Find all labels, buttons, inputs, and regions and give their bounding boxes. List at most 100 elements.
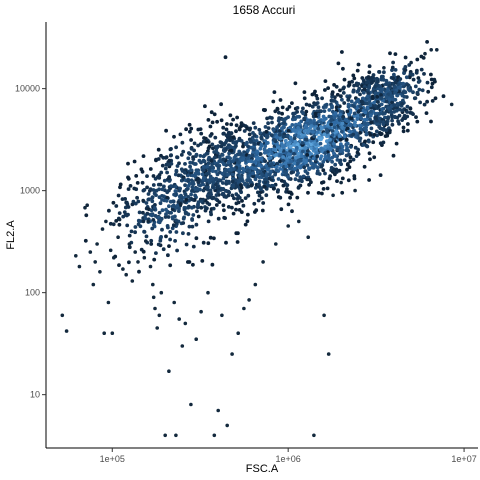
density-point [316,112,321,117]
density-point [332,142,336,146]
density-point [345,167,349,172]
data-point [64,329,69,333]
density-point [338,88,342,93]
density-point [263,144,268,149]
density-point [383,115,387,120]
density-point [274,164,279,169]
density-point [231,167,236,171]
density-point [388,51,392,56]
density-point [273,172,277,177]
density-point [295,106,300,110]
density-point [425,99,429,104]
density-point [390,65,395,70]
density-point [190,188,195,193]
density-point [174,230,179,234]
density-point [384,82,388,86]
density-point [301,149,305,154]
density-point [164,234,168,239]
density-point [312,121,317,126]
density-point [139,167,144,172]
density-point [137,269,141,274]
data-point [88,250,93,254]
density-point [136,199,141,204]
density-point [305,177,310,182]
density-point [259,186,263,191]
density-point [361,96,366,101]
density-point [367,151,372,156]
density-point [378,84,382,89]
density-point [188,160,193,165]
density-point [417,87,422,92]
density-point [205,164,210,169]
density-point [424,111,429,115]
density-point [341,66,345,71]
data-point [133,250,137,254]
density-point [305,149,310,153]
density-point [381,112,385,116]
density-point [266,126,271,130]
density-point [304,109,309,114]
density-point [305,153,310,157]
density-point [244,142,248,147]
density-point [347,152,351,157]
data-point [124,272,128,277]
density-point [293,177,298,182]
density-point [126,205,131,209]
density-point [248,180,253,185]
density-point [249,183,254,188]
density-point [220,153,225,157]
density-point [193,193,198,198]
density-point [251,121,256,125]
density-point [246,168,250,173]
density-point [364,117,369,122]
density-point [251,171,255,176]
data-point [286,224,291,228]
density-point [316,105,321,110]
density-point [429,119,433,124]
density-point [160,187,165,192]
density-point [314,142,318,147]
density-point [224,240,228,245]
density-point [171,223,176,228]
density-point [288,144,293,149]
density-point [233,153,238,158]
density-point [179,167,184,172]
density-point [295,195,300,200]
density-point [302,90,307,94]
density-point [231,159,235,164]
x-tick-label: 1e+07 [451,454,476,464]
density-point [178,202,183,207]
density-point [122,210,127,215]
density-point [340,121,345,126]
density-point [193,162,198,166]
density-point [317,172,322,176]
density-point [257,193,262,198]
data-point [236,331,240,336]
density-point [180,140,185,145]
density-point [224,147,228,152]
data-point [216,408,220,413]
density-point [414,70,419,75]
density-point [230,172,235,177]
density-point [232,140,237,145]
density-point [315,96,320,101]
density-point [323,88,327,92]
data-point [60,313,65,318]
density-point [227,190,232,195]
density-point [164,198,169,203]
density-point [226,193,231,198]
density-point [128,184,133,188]
density-point [342,134,347,139]
density-point [365,80,369,85]
data-point [74,254,78,258]
density-point [305,141,310,146]
density-point [224,138,229,143]
density-point [321,160,326,164]
density-point [349,116,354,121]
density-point [341,86,346,91]
density-point [196,214,201,219]
density-point [198,183,203,188]
density-point [142,188,147,192]
data-point [153,306,157,311]
density-point [278,98,283,102]
